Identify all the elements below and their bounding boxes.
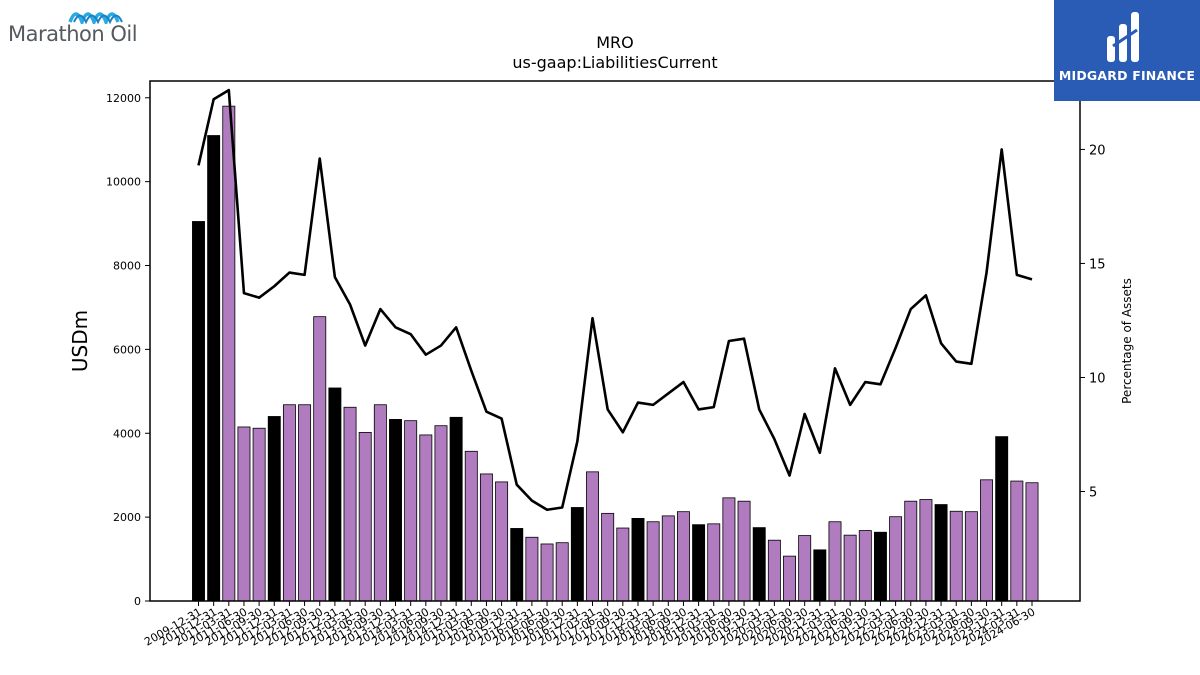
bar (843, 534, 857, 602)
y-tick-label: 2000 (113, 511, 141, 524)
bar (783, 555, 796, 602)
bar-layer (192, 105, 1039, 602)
bar (889, 516, 903, 602)
bar (980, 479, 993, 602)
bar (282, 404, 296, 602)
y2-tick-label: 15 (1089, 257, 1106, 272)
bar (298, 404, 312, 602)
chart-title: MRO (596, 33, 634, 52)
bar (419, 434, 433, 602)
bar (313, 316, 327, 602)
bar (464, 450, 478, 602)
bar (540, 543, 554, 602)
bar (752, 527, 766, 602)
bar (616, 527, 630, 602)
bar (479, 473, 493, 602)
bar (692, 524, 706, 602)
bar (586, 471, 599, 602)
bar (525, 536, 539, 602)
bar (995, 436, 1009, 602)
right-axis: 5 10 15 20 (1080, 143, 1106, 501)
bar (631, 517, 645, 602)
bar (237, 426, 251, 602)
bar (676, 511, 690, 602)
y-tick-label: 4000 (113, 427, 141, 440)
marathon-oil-logo-text: Marathon Oil (8, 22, 138, 46)
bar (510, 528, 524, 602)
left-axis: 0 2000 4000 6000 8000 10000 12000 (106, 92, 150, 608)
bar (267, 416, 281, 602)
bar (192, 221, 205, 602)
percentage-line (197, 88, 1033, 512)
bar (389, 419, 402, 602)
bar (858, 530, 872, 602)
y-tick-label: 12000 (106, 92, 141, 105)
bar (555, 542, 569, 602)
bar (722, 497, 736, 602)
chart-subtitle: us-gaap:LiabilitiesCurrent (512, 53, 717, 72)
bar (449, 416, 463, 602)
y2-axis-label: Percentage of Assets (1120, 278, 1134, 404)
y2-tick-label: 20 (1089, 143, 1106, 158)
bar (661, 515, 675, 602)
marathon-wave-icon (68, 12, 123, 24)
bar (570, 507, 584, 602)
bar (404, 420, 418, 602)
y-tick-label: 8000 (113, 260, 141, 273)
y-tick-label: 0 (134, 595, 141, 608)
bar (828, 521, 842, 602)
bar (949, 510, 963, 602)
bar (1010, 480, 1024, 602)
bar (222, 105, 236, 602)
y2-tick-label: 5 (1089, 486, 1097, 501)
x-axis: 2009-12-312010-12-312011-03-312011-06-30… (142, 601, 1038, 649)
bar (646, 521, 660, 602)
bar (358, 432, 372, 602)
bar (767, 539, 781, 602)
bar (934, 504, 948, 602)
bar (904, 500, 918, 602)
y-tick-label: 10000 (106, 176, 141, 189)
y-tick-label: 6000 (113, 343, 141, 356)
bar (601, 512, 615, 602)
plot-frame (149, 80, 1081, 602)
bar (813, 549, 827, 602)
bar (798, 535, 812, 602)
bar (373, 404, 387, 602)
bar (737, 500, 751, 602)
y-axis-label: USDm (68, 310, 92, 372)
bar (207, 135, 221, 602)
bar (495, 481, 509, 602)
y2-tick-label: 10 (1089, 371, 1106, 386)
marathon-oil-logo: Marathon Oil (8, 6, 158, 52)
bar (919, 499, 933, 602)
midgard-finance-logo: MIDGARD FINANCE (1054, 0, 1200, 101)
bar (434, 425, 448, 602)
midgard-emblem-icon (1107, 12, 1139, 62)
midgard-finance-logo-text: MIDGARD FINANCE (1058, 68, 1196, 83)
bar (707, 523, 721, 602)
bar (873, 531, 887, 602)
bar (964, 511, 978, 602)
bar (328, 387, 342, 602)
bar (343, 406, 357, 602)
bar (252, 427, 266, 602)
bar (1025, 482, 1039, 602)
